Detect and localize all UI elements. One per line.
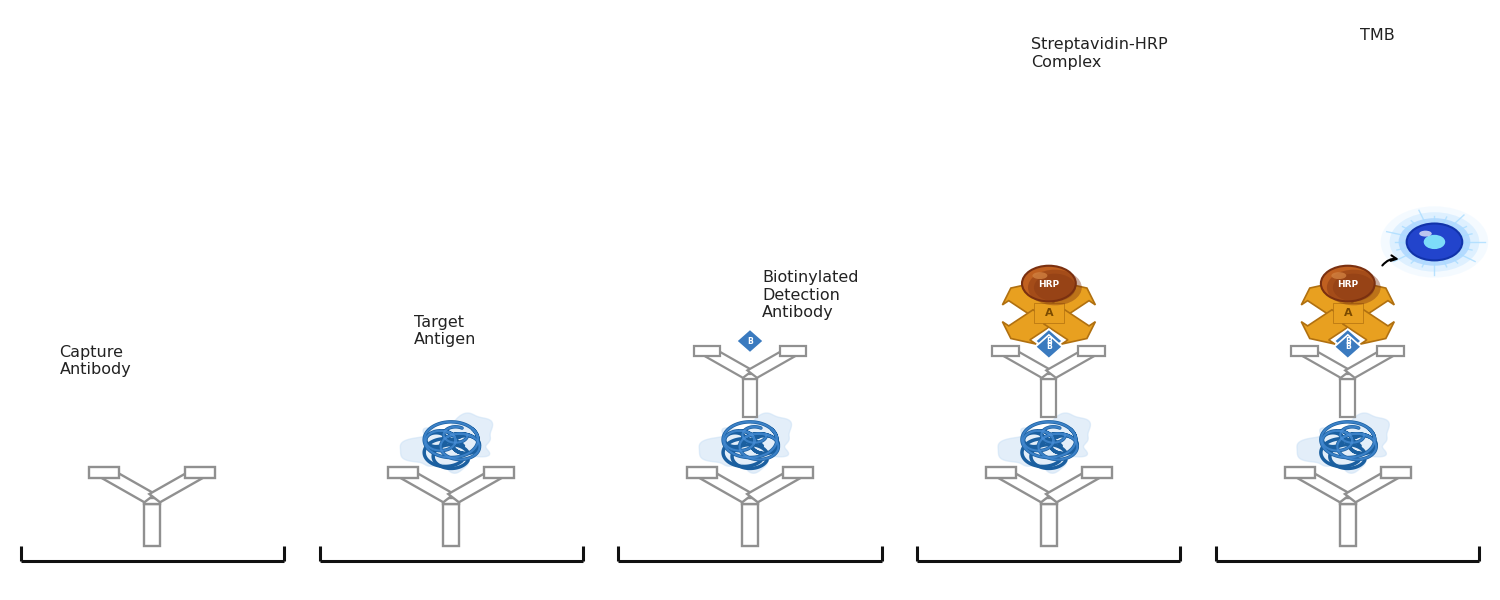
Polygon shape xyxy=(702,347,753,378)
Text: B: B xyxy=(1346,342,1350,351)
Polygon shape xyxy=(1342,283,1395,317)
Polygon shape xyxy=(400,413,492,473)
Polygon shape xyxy=(986,467,1016,478)
Polygon shape xyxy=(1335,329,1360,353)
Polygon shape xyxy=(1335,335,1360,359)
Polygon shape xyxy=(742,379,758,417)
Text: Capture
Antibody: Capture Antibody xyxy=(60,344,132,377)
Polygon shape xyxy=(1298,413,1389,473)
Polygon shape xyxy=(1380,467,1410,478)
Text: B: B xyxy=(1046,342,1052,351)
Polygon shape xyxy=(1035,335,1062,359)
Polygon shape xyxy=(442,498,459,504)
Text: B: B xyxy=(1346,337,1350,346)
Text: A: A xyxy=(1344,308,1352,318)
Text: HRP: HRP xyxy=(1336,280,1359,289)
Polygon shape xyxy=(1346,468,1401,502)
Polygon shape xyxy=(783,467,813,478)
Polygon shape xyxy=(998,413,1090,473)
Polygon shape xyxy=(1340,504,1356,546)
Polygon shape xyxy=(184,467,214,478)
Ellipse shape xyxy=(1332,272,1347,279)
Polygon shape xyxy=(1034,304,1064,323)
Polygon shape xyxy=(993,346,1020,356)
Polygon shape xyxy=(99,468,154,502)
Polygon shape xyxy=(1292,346,1318,356)
Text: Streptavidin-HRP
Complex: Streptavidin-HRP Complex xyxy=(1030,37,1167,70)
Circle shape xyxy=(1322,266,1374,301)
Polygon shape xyxy=(1340,498,1356,504)
Circle shape xyxy=(1380,206,1488,278)
Polygon shape xyxy=(484,467,514,478)
Polygon shape xyxy=(1341,379,1354,417)
Circle shape xyxy=(1328,269,1380,305)
Polygon shape xyxy=(1302,310,1353,344)
Polygon shape xyxy=(398,468,454,502)
Polygon shape xyxy=(1047,347,1096,378)
Text: TMB: TMB xyxy=(1359,28,1395,43)
Circle shape xyxy=(1028,269,1081,305)
Polygon shape xyxy=(1000,347,1051,378)
Polygon shape xyxy=(780,346,807,356)
Polygon shape xyxy=(1035,329,1062,353)
Polygon shape xyxy=(698,468,753,502)
Polygon shape xyxy=(1302,283,1353,317)
Circle shape xyxy=(1034,274,1076,301)
Circle shape xyxy=(1407,224,1462,260)
Polygon shape xyxy=(1300,347,1350,378)
Polygon shape xyxy=(448,468,504,502)
Polygon shape xyxy=(693,346,720,356)
Polygon shape xyxy=(144,498,160,504)
Polygon shape xyxy=(1377,346,1404,356)
Polygon shape xyxy=(442,504,459,546)
Polygon shape xyxy=(1002,310,1054,344)
Polygon shape xyxy=(742,504,758,546)
Text: Biotinylated
Detection
Antibody: Biotinylated Detection Antibody xyxy=(762,270,858,320)
Polygon shape xyxy=(747,468,802,502)
Text: A: A xyxy=(1044,308,1053,318)
Circle shape xyxy=(1022,266,1076,301)
Polygon shape xyxy=(1341,374,1354,379)
Polygon shape xyxy=(747,347,798,378)
Polygon shape xyxy=(1041,374,1056,379)
Polygon shape xyxy=(736,329,764,353)
Polygon shape xyxy=(1082,467,1112,478)
Circle shape xyxy=(1424,235,1444,249)
Polygon shape xyxy=(388,467,418,478)
Polygon shape xyxy=(687,467,717,478)
Polygon shape xyxy=(1002,283,1054,317)
Text: Target
Antigen: Target Antigen xyxy=(414,315,476,347)
Text: B: B xyxy=(747,337,753,346)
Polygon shape xyxy=(1041,498,1058,504)
Circle shape xyxy=(1389,212,1479,272)
Polygon shape xyxy=(150,468,206,502)
Polygon shape xyxy=(1294,468,1350,502)
Polygon shape xyxy=(1044,283,1095,317)
Polygon shape xyxy=(1078,346,1106,356)
Polygon shape xyxy=(144,504,160,546)
Polygon shape xyxy=(1046,468,1102,502)
Polygon shape xyxy=(1342,310,1395,344)
Polygon shape xyxy=(1286,467,1316,478)
Circle shape xyxy=(1398,218,1470,266)
Polygon shape xyxy=(1041,379,1056,417)
Polygon shape xyxy=(90,467,120,478)
Polygon shape xyxy=(996,468,1052,502)
Polygon shape xyxy=(1346,347,1395,378)
Text: HRP: HRP xyxy=(1038,280,1059,289)
Polygon shape xyxy=(742,498,758,504)
Polygon shape xyxy=(1334,304,1362,323)
Ellipse shape xyxy=(1032,272,1047,279)
Polygon shape xyxy=(742,374,758,379)
Polygon shape xyxy=(699,413,792,473)
Polygon shape xyxy=(1041,504,1058,546)
Circle shape xyxy=(1334,274,1374,301)
Ellipse shape xyxy=(1419,230,1432,236)
Text: B: B xyxy=(1046,337,1052,346)
Polygon shape xyxy=(1044,310,1095,344)
